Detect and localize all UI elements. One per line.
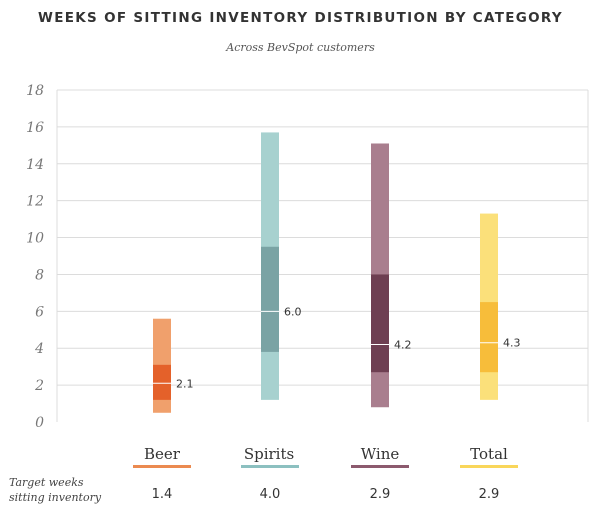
y-tick-label-6: 6 [35,304,44,320]
y-tick-label-8: 8 [35,267,44,283]
y-tick-label-2: 2 [34,378,44,394]
y-tick-label-10: 10 [26,231,44,247]
target-value-total: 2.9 [478,487,500,502]
median-label-spirits: 6.0 [284,305,302,318]
median-label-wine: 4.2 [394,339,412,352]
target-weeks-label-line2: sitting inventory [9,491,102,504]
category-color-line-wine [351,465,409,468]
y-tick-label-14: 14 [26,157,44,173]
median-label-beer: 2.1 [176,377,194,390]
target-value-wine: 2.9 [369,487,391,502]
target-value-beer: 1.4 [151,487,173,502]
y-tick-label-4: 4 [34,341,44,357]
y-tick-label-12: 12 [26,194,44,210]
median-label-total: 4.3 [503,337,521,350]
target-value-spirits: 4.0 [259,487,281,502]
iqr-bar-wine [371,274,389,373]
category-label-wine: Wine [360,445,400,463]
category-color-line-spirits [241,465,299,468]
y-tick-label-18: 18 [26,83,44,99]
category-color-line-total [460,465,518,468]
category-label-total: Total [470,445,508,463]
iqr-bar-total [480,302,498,373]
target-weeks-label-line1: Target weeks [9,476,84,489]
category-label-beer: Beer [144,445,180,463]
category-label-spirits: Spirits [243,445,295,463]
y-tick-label-0: 0 [35,415,44,431]
iqr-bar-spirits [261,246,279,352]
chart-subtitle: Across BevSpot customers [226,41,375,54]
iqr-bar-beer [153,364,171,400]
y-tick-label-16: 16 [26,120,44,136]
chart-title: WEEKS OF SITTING INVENTORY DISTRIBUTION … [38,10,563,26]
category-color-line-beer [133,465,191,468]
